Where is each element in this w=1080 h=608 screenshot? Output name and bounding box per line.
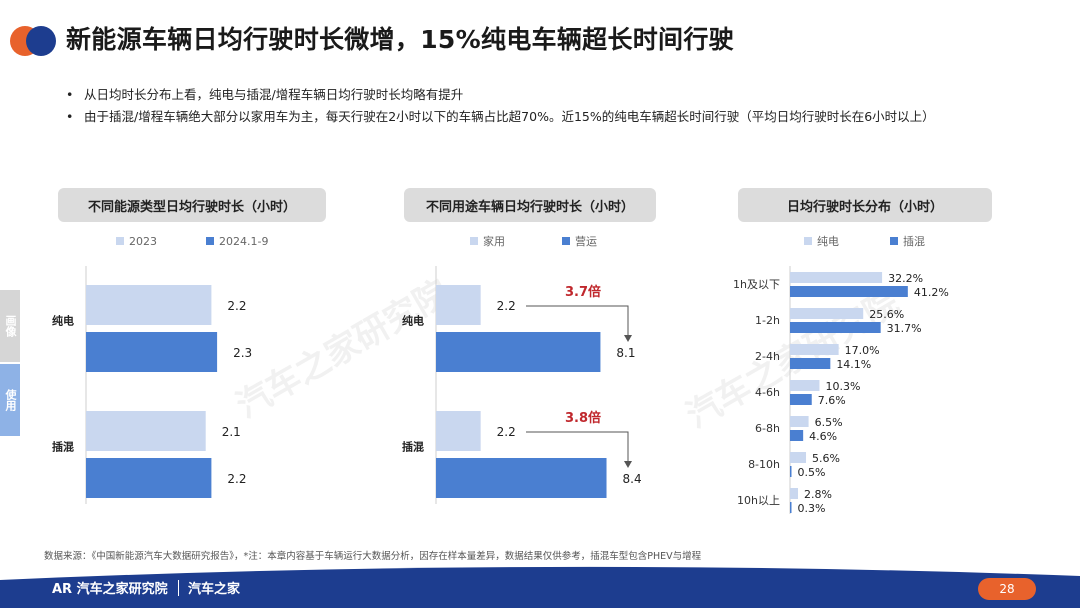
legend-label: 2024.1-9 (219, 235, 268, 248)
category-label: 8-10h (748, 458, 780, 471)
side-tab-usage[interactable]: 使用 (0, 364, 20, 436)
bar-value-label: 2.2 (497, 425, 516, 439)
ratio-arrow-head (624, 335, 632, 342)
bar-value-label: 4.6% (809, 430, 837, 443)
bar-value-label: 2.2 (497, 299, 516, 313)
bullet-item: • 从日均时长分布上看，纯电与插混/增程车辆日均行驶时长均略有提升 (66, 87, 464, 102)
legend-swatch (804, 237, 812, 245)
legend-swatch (470, 237, 478, 245)
bar-2-1-1 (436, 458, 607, 498)
bar-2-0-1 (436, 332, 601, 372)
chart3-title: 日均行驶时长分布（小时） (738, 188, 992, 222)
bar-value-label: 2.2 (227, 299, 246, 313)
legend-swatch (890, 237, 898, 245)
dist-bar-5-1 (790, 466, 792, 477)
legend-label: 营运 (575, 234, 597, 248)
category-label: 纯电 (52, 314, 74, 328)
legend-label: 插混 (903, 234, 925, 248)
dist-bar-3-1 (790, 394, 812, 405)
bar-value-label: 2.2 (227, 472, 246, 486)
ratio-arrow-line (526, 305, 629, 336)
page-number: 28 (978, 578, 1036, 600)
dist-bar-4-1 (790, 430, 804, 441)
chart1-title: 不同能源类型日均行驶时长（小时） (58, 188, 326, 222)
bar-value-label: 2.8% (804, 488, 832, 501)
ratio-annotation: 3.7倍 (565, 284, 601, 300)
bar-1-1-1 (86, 458, 212, 498)
category-label: 1h及以下 (733, 278, 780, 291)
ratio-arrow-head (624, 461, 632, 468)
legend-swatch (206, 237, 214, 245)
bar-value-label: 41.2% (914, 286, 949, 299)
dist-bar-6-0 (790, 488, 799, 499)
dist-bar-0-0 (790, 272, 883, 283)
bar-value-label: 8.4 (623, 472, 642, 486)
ratio-arrow-line (526, 431, 629, 462)
footer-divider (178, 580, 179, 596)
category-label: 插混 (52, 440, 74, 454)
footer-brand-logo-2: 汽车之家 (188, 582, 241, 597)
bar-value-label: 6.5% (815, 416, 843, 429)
page-title: 新能源车辆日均行驶时长微增，15%纯电车辆超长时间行驶 (66, 25, 734, 54)
bar-2-1-0 (436, 411, 481, 451)
footer-band (0, 566, 1080, 608)
legend-label: 纯电 (817, 235, 839, 248)
dist-bar-4-0 (790, 416, 809, 427)
category-label: 6-8h (755, 422, 780, 435)
bar-value-label: 10.3% (825, 380, 860, 393)
side-tab-profile[interactable]: 画像 (0, 290, 20, 362)
category-label: 插混 (402, 440, 424, 454)
legend-label: 家用 (483, 234, 505, 248)
bar-value-label: 14.1% (836, 358, 871, 371)
bar-value-label: 7.6% (818, 394, 846, 407)
bar-value-label: 32.2% (888, 272, 923, 285)
bar-value-label: 0.5% (798, 466, 826, 479)
legend-label: 2023 (129, 235, 157, 248)
dist-bar-5-0 (790, 452, 807, 463)
watermark: 汽车之家研究院 (679, 282, 906, 437)
legend-swatch (116, 237, 124, 245)
dist-bar-6-1 (790, 502, 792, 513)
bar-1-1-0 (86, 411, 206, 451)
data-source-note: 数据来源：《中国新能源汽车大数据研究报告》，*注：本章内容基于车辆运行大数据分析… (44, 551, 702, 562)
ratio-annotation: 3.8倍 (565, 410, 601, 426)
brand-dots-logo (10, 24, 58, 58)
bar-value-label: 2.1 (222, 425, 241, 439)
category-label: 1-2h (755, 314, 780, 327)
bar-value-label: 2.3 (233, 346, 252, 360)
legend-swatch (562, 237, 570, 245)
bullet-item: • 由于插混/增程车辆绝大部分以家用车为主，每天行驶在2小时以下的车辆占比超70%… (66, 109, 935, 124)
bar-value-label: 0.3% (798, 502, 826, 515)
category-label: 10h以上 (737, 494, 780, 507)
bar-value-label: 8.1 (616, 346, 635, 360)
bar-1-0-0 (86, 285, 212, 325)
watermark: 汽车之家研究院 (229, 272, 456, 427)
bar-value-label: 5.6% (812, 452, 840, 465)
bar-1-0-1 (86, 332, 218, 372)
bullet-list: • 从日均时长分布上看，纯电与插混/增程车辆日均行驶时长均略有提升 • 由于插混/增… (66, 84, 935, 128)
chart2-title: 不同用途车辆日均行驶时长（小时） (404, 188, 656, 222)
footer-brand-logo: AR 汽车之家研究院 (52, 582, 168, 597)
